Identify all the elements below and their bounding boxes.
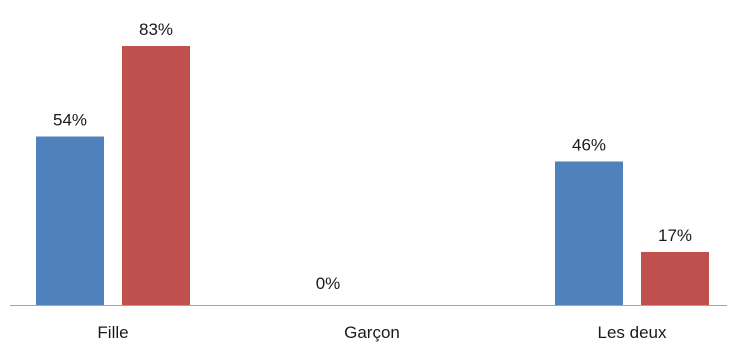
bar-les-deux-series-2 xyxy=(641,251,709,305)
data-label-les-deux-series-1: 46% xyxy=(572,135,606,154)
x-axis-tick-labels: Fille Garçon Les deux xyxy=(97,323,667,342)
data-label-gar-on-series-2: 0% xyxy=(316,274,341,293)
bars-layer xyxy=(36,46,709,305)
value-labels-layer: 54% 83% 0% 46% 17% xyxy=(53,20,692,293)
bar-fille-series-2 xyxy=(122,46,190,305)
data-label-fille-series-2: 83% xyxy=(139,20,173,39)
data-label-les-deux-series-2: 17% xyxy=(658,226,692,245)
x-tick-label-gar-on: Garçon xyxy=(344,323,400,342)
x-tick-label-les-deux: Les deux xyxy=(598,323,667,342)
bar-fille-series-1 xyxy=(36,136,104,305)
bar-les-deux-series-1 xyxy=(555,161,623,305)
x-tick-label-fille: Fille xyxy=(97,323,128,342)
data-label-fille-series-1: 54% xyxy=(53,111,87,130)
